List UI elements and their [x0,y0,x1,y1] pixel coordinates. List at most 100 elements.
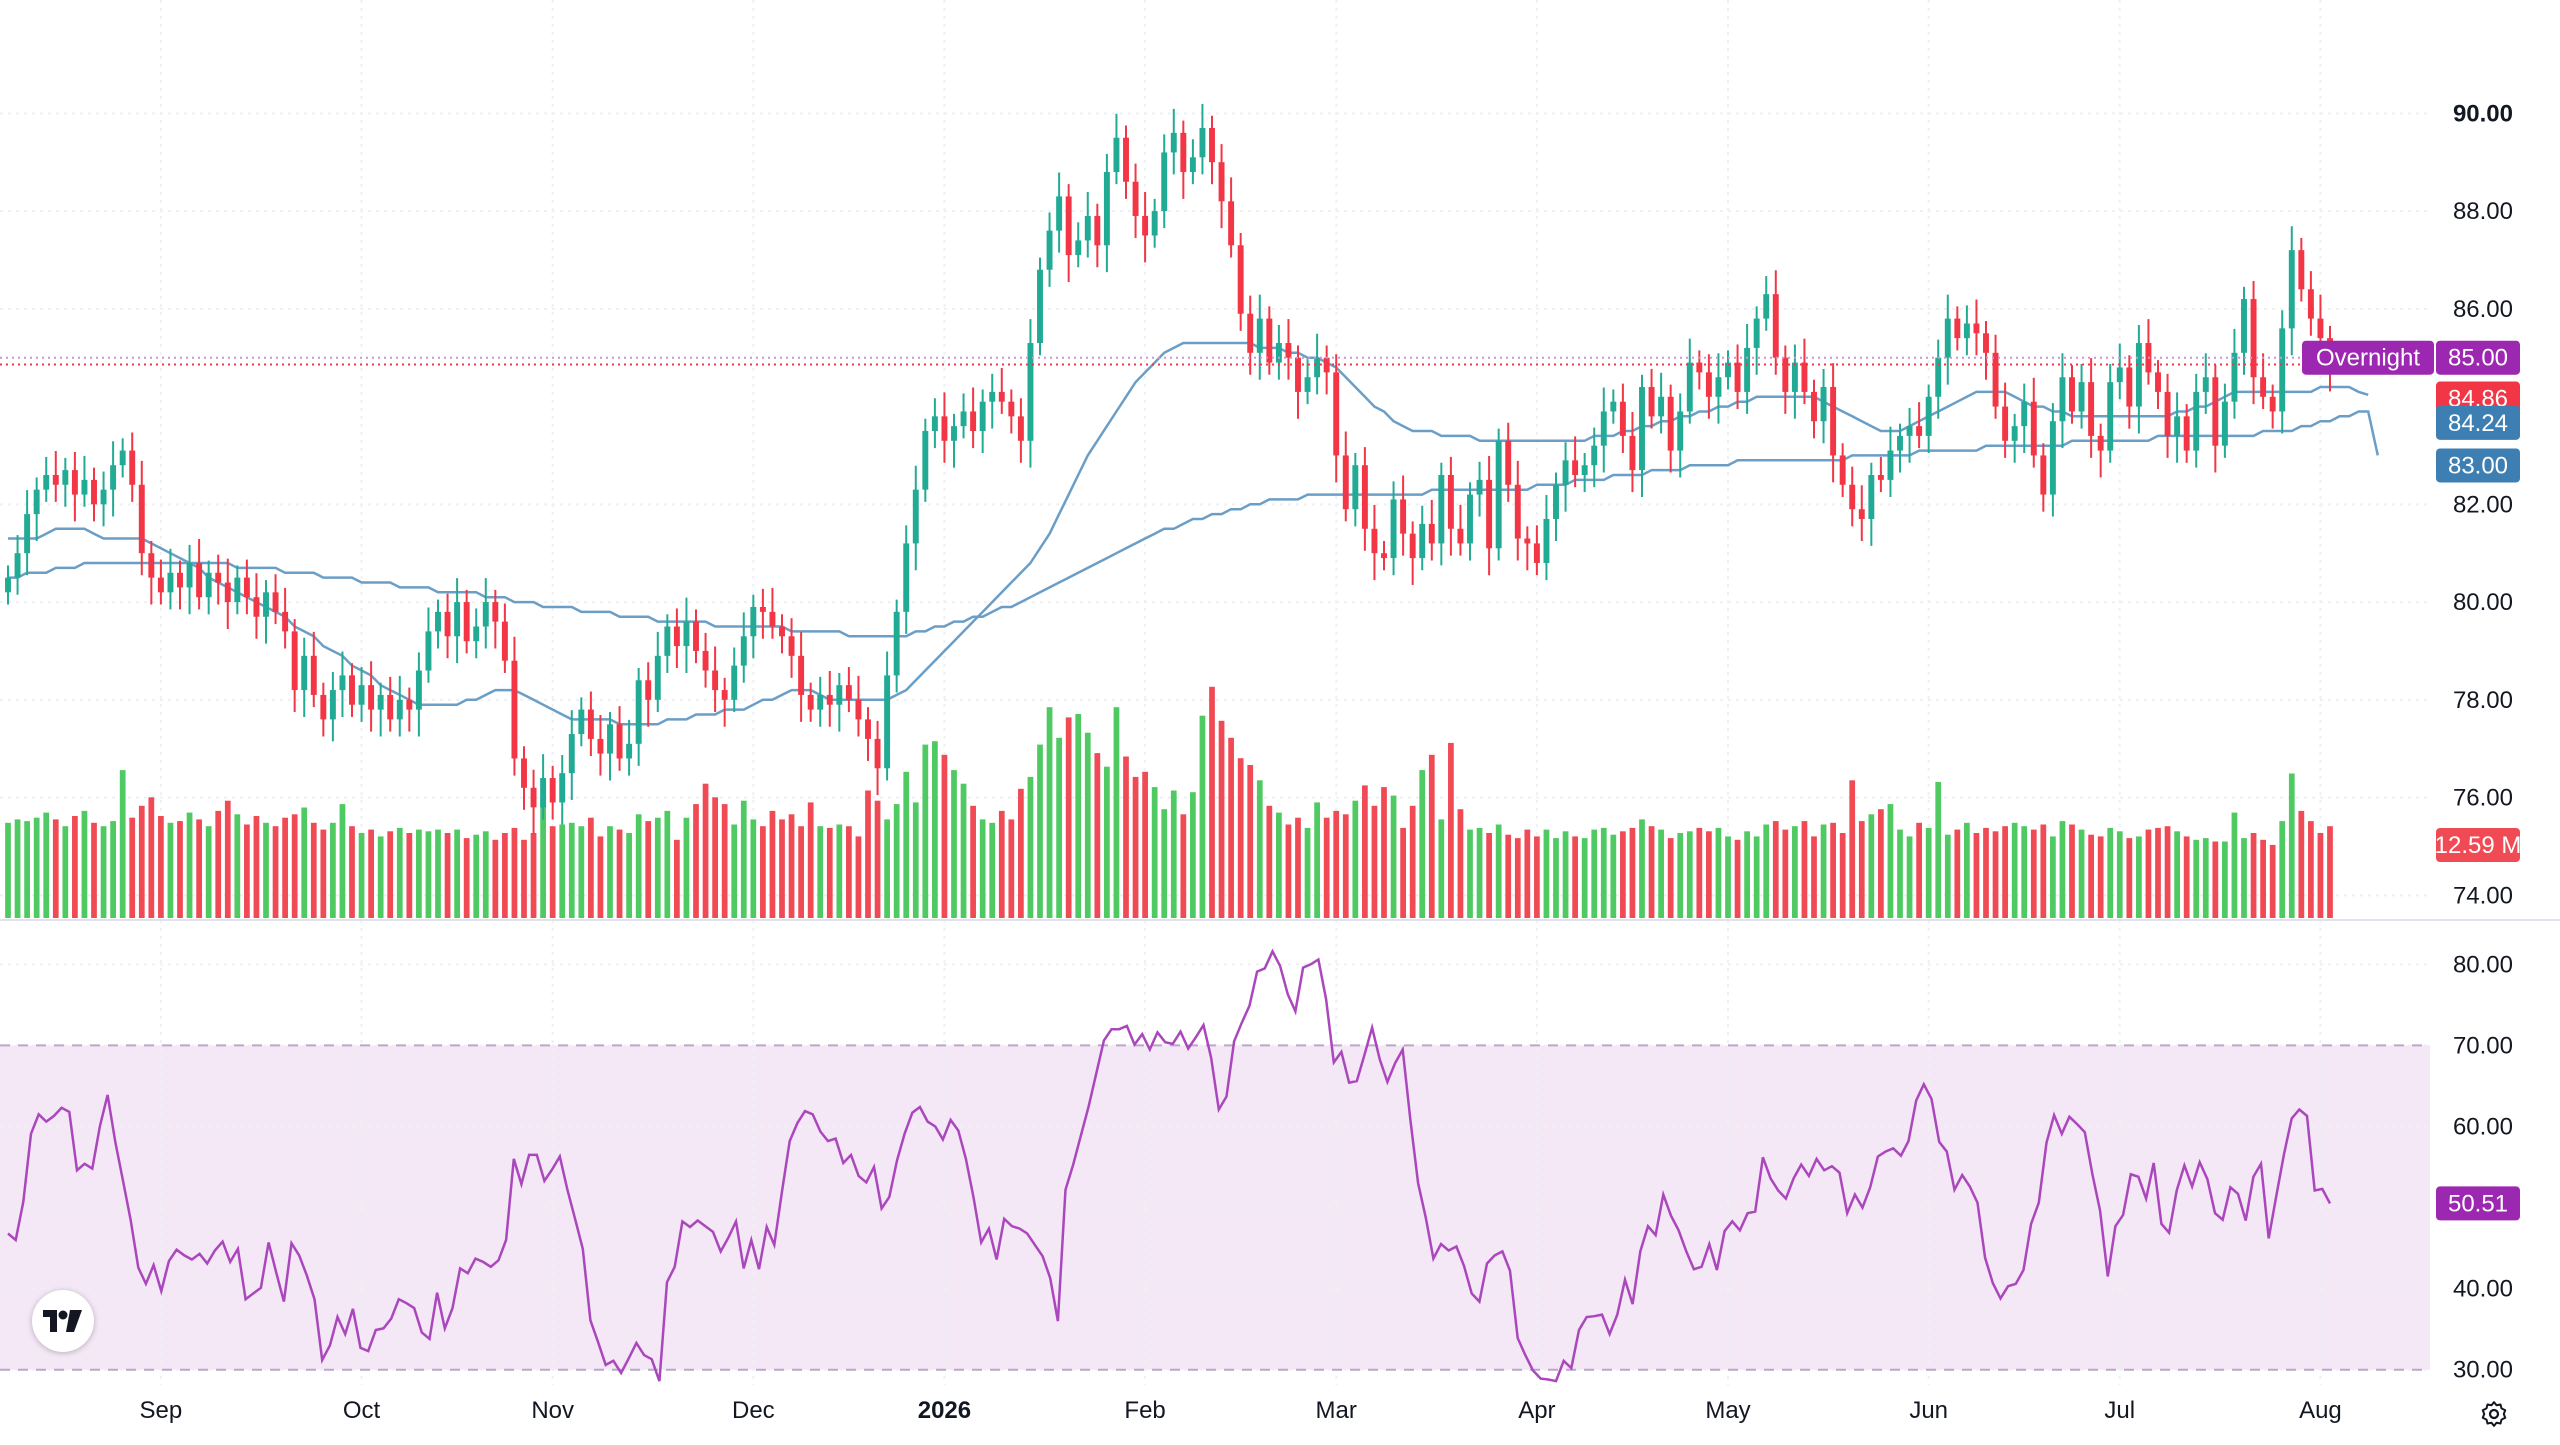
candle-body [1180,132,1187,172]
volume-bar [2040,824,2047,918]
time-axis-label[interactable]: Aug [2299,1397,2342,1424]
volume-bar [712,797,718,918]
volume-bar [1448,742,1454,918]
volume-bar [1667,838,1674,918]
candle-body [2174,416,2181,436]
candle-body [951,426,957,441]
time-axis-label[interactable]: May [1705,1397,1750,1424]
volume-last-badge-text: 12.59 M [2435,832,2522,859]
overnight-badge: Overnight [2302,340,2434,375]
rsi-last-badge-bg [2436,1186,2520,1221]
time-axis-label[interactable]: Apr [1518,1397,1555,1424]
candle-body [1352,465,1359,510]
candle-body [2078,382,2085,412]
overnight-label-bg [2302,340,2434,375]
candle-body [1925,396,1932,436]
volume-bar [1400,827,1406,918]
volume-bar [1878,809,1884,918]
volume-bar [110,821,116,918]
candle-body [1428,523,1435,544]
volume-bar [1276,812,1282,918]
volume-bar [1419,770,1426,918]
candle-body [138,484,145,554]
candle-body [721,690,728,700]
volume-bar [1744,831,1750,918]
volume-bar [645,821,652,918]
volume-bar [129,817,136,918]
volume-bar [693,804,699,918]
candle-body [1581,465,1588,475]
volume-bar [511,827,518,918]
tradingview-logo-icon[interactable] [32,1290,94,1352]
volume-bar [1830,822,1836,918]
volume-bar [884,819,890,918]
volume-bar [1734,839,1741,918]
candle-body [1199,127,1206,158]
time-axis-label[interactable]: Jun [1909,1397,1948,1424]
candle-body [2241,299,2247,353]
time-axis-label[interactable]: Mar [1316,1397,1357,1424]
candle-body [129,450,136,485]
volume-bar [1409,805,1416,918]
candle-body [587,709,594,739]
volume-bar [253,816,260,918]
price-axis: 74.00 76.00 78.00 80.00 82.00 86.00 88.00 90.00 [2453,100,2513,909]
volume-bar [1075,714,1082,918]
time-axis-label[interactable]: Dec [732,1397,775,1424]
volume-bar [387,831,394,918]
candle-body [1056,196,1063,231]
volume-bar [846,826,852,918]
time-axis-label[interactable]: Nov [531,1397,574,1424]
candle-body [1725,362,1731,378]
volume-bar [2107,827,2114,918]
candle-body [807,694,814,710]
volume-bar [234,814,241,918]
volume-bar [1428,754,1435,918]
volume-bar [1839,833,1846,918]
price-axis-label: 80.00 [2453,589,2513,616]
volume-bar [492,839,499,918]
settings-gear-icon[interactable] [2474,1394,2514,1434]
time-axis-label[interactable]: Sep [140,1397,183,1424]
volume-bar [2222,841,2228,918]
candle-body [1027,343,1034,441]
volume-bar [224,800,231,918]
volume-bar [740,800,747,918]
volume-bar [435,829,441,918]
volume-bar [1390,795,1397,918]
candle-body [243,577,250,598]
candle-body [998,391,1005,402]
volume-bar [626,833,632,918]
candle-body [1963,323,1970,339]
candle-body [1409,533,1416,559]
candle-body [1916,426,1923,436]
candle-body [415,670,422,710]
time-axis-label[interactable]: Feb [1124,1397,1165,1424]
candle-body [798,655,805,695]
time-axis-label[interactable]: 2026 [918,1397,971,1424]
volume-bar [1352,800,1359,918]
volume-bar [167,822,174,918]
candle-body [1342,455,1349,510]
candle-body [377,694,384,710]
candle-body [282,611,289,632]
price-axis-label: 82.00 [2453,491,2513,518]
rsi-axis-label: 30.00 [2453,1357,2513,1384]
candle-body [941,416,948,441]
volume-bar [970,805,976,918]
candle-body [2116,367,2123,383]
moving-average-line [8,410,2380,638]
volume-bar [932,741,938,918]
volume-bar [1161,809,1168,918]
time-axis-label[interactable]: Jul [2104,1397,2135,1424]
time-axis-label[interactable]: Oct [343,1397,381,1424]
volume-bar [2136,836,2142,918]
volume-bar [2231,812,2238,918]
volume-bar [444,833,451,918]
tv-logo-glyph [43,1310,82,1332]
candle-body [673,626,680,647]
volume-bar [2241,838,2247,918]
volume-bar [1362,785,1368,918]
